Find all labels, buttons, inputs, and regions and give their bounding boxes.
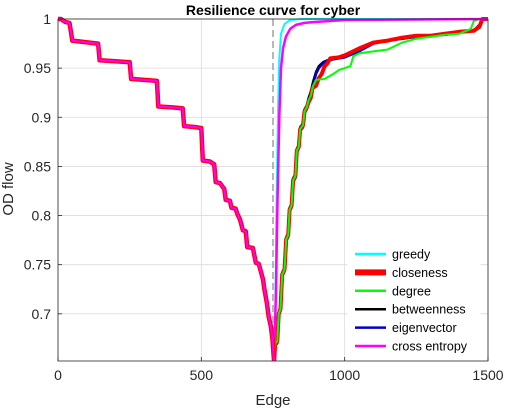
legend-label-betweenness: betweenness (392, 303, 466, 317)
series-line-degree (273, 18, 488, 362)
legend: greedy closeness degree betweenness eigenvec… (347, 243, 481, 357)
plot-frame (57, 18, 489, 362)
x-axis-label: Edge (255, 392, 290, 409)
y-tick-label: 0.7 (32, 306, 52, 322)
series-line-cross-entropy (272, 17, 489, 362)
y-axis-label: OD flow (0, 162, 17, 216)
x-tick-label: 1000 (329, 367, 360, 383)
chart-title: Resilience curve for cyber (186, 2, 361, 18)
x-tick-label: 500 (190, 367, 214, 383)
x-tick-label: 0 (54, 367, 62, 383)
x-tick-label: 1500 (472, 367, 503, 383)
axis-ticks: 0 500 1000 1500 0.7 0.75 0.8 0.85 0.9 0.95 1 (24, 11, 504, 383)
legend-label-eigenvector: eigenvector (392, 321, 457, 335)
legend-box (347, 243, 481, 357)
legend-label-closeness: closeness (392, 266, 448, 280)
y-tick-label: 0.85 (24, 158, 51, 174)
legend-label-cross-entropy: cross entropy (392, 340, 468, 354)
y-tick-label: 0.95 (24, 60, 51, 76)
legend-label-greedy: greedy (392, 248, 431, 262)
y-tick-label: 0.75 (24, 257, 51, 273)
series-group (58, 16, 489, 362)
y-tick-label: 1 (43, 11, 51, 27)
legend-label-degree: degree (392, 284, 431, 298)
y-tick-label: 0.9 (32, 109, 52, 125)
descent-line-magenta (58, 18, 276, 362)
y-tick-label: 0.8 (32, 208, 52, 224)
